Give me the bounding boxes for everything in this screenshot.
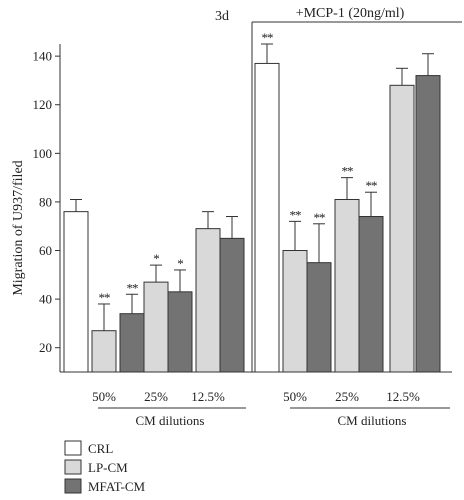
bars: ***** ***** ******	[63, 30, 441, 373]
y-tick-label: 120	[33, 97, 53, 112]
significance-marker: *	[177, 256, 183, 271]
bar	[389, 84, 415, 373]
bar	[143, 281, 169, 373]
bar	[282, 250, 308, 373]
legend-label: LP-CM	[88, 460, 128, 475]
dilution-label: 12.5%	[386, 389, 420, 404]
dilution-title: CM dilutions	[136, 413, 205, 428]
bar	[306, 262, 332, 373]
treatment-label: +MCP-1 (20ng/ml)	[296, 6, 405, 21]
y-tick-label: 60	[39, 243, 52, 258]
dilution-label: 25%	[144, 389, 168, 404]
y-axis-title: Migration of U937/filed	[11, 160, 26, 295]
bar	[167, 291, 193, 373]
significance-marker: **	[127, 280, 139, 295]
time-label: 3d	[215, 9, 229, 24]
legend-swatch	[64, 459, 82, 475]
bar	[358, 216, 384, 373]
bar	[254, 62, 280, 373]
bar	[415, 75, 441, 373]
significance-marker: **	[342, 164, 354, 179]
significance-marker: **	[290, 207, 302, 222]
significance-marker: **	[262, 30, 274, 45]
bar	[91, 330, 117, 373]
significance-marker: **	[99, 290, 111, 305]
y-tick-label: 40	[39, 292, 52, 307]
bar	[195, 228, 221, 373]
legend: CRL LP-CM MFAT-CM	[64, 440, 146, 494]
significance-marker: *	[153, 251, 159, 266]
bar	[119, 313, 145, 373]
bar	[334, 198, 360, 373]
significance-marker: **	[314, 210, 326, 225]
legend-label: CRL	[88, 441, 113, 456]
dilution-label: 50%	[283, 389, 307, 404]
legend-label: MFAT-CM	[88, 479, 146, 494]
dilution-label: 25%	[335, 389, 359, 404]
bar	[219, 237, 245, 373]
y-tick-label: 80	[39, 194, 52, 209]
dilution-label: 50%	[92, 389, 116, 404]
y-tick-label: 20	[39, 340, 52, 355]
significance-marker: **	[366, 178, 378, 193]
dilution-title: CM dilutions	[338, 413, 407, 428]
annotations: 50% 25% 12.5% CM dilutions 50% 25% 12.5% CM dil…	[92, 6, 462, 428]
legend-swatch	[64, 478, 82, 494]
y-tick-label: 100	[33, 146, 53, 161]
y-tick-label: 140	[33, 49, 53, 64]
dilution-label: 12.5%	[191, 389, 225, 404]
bar	[63, 211, 89, 373]
legend-swatch	[64, 440, 82, 456]
